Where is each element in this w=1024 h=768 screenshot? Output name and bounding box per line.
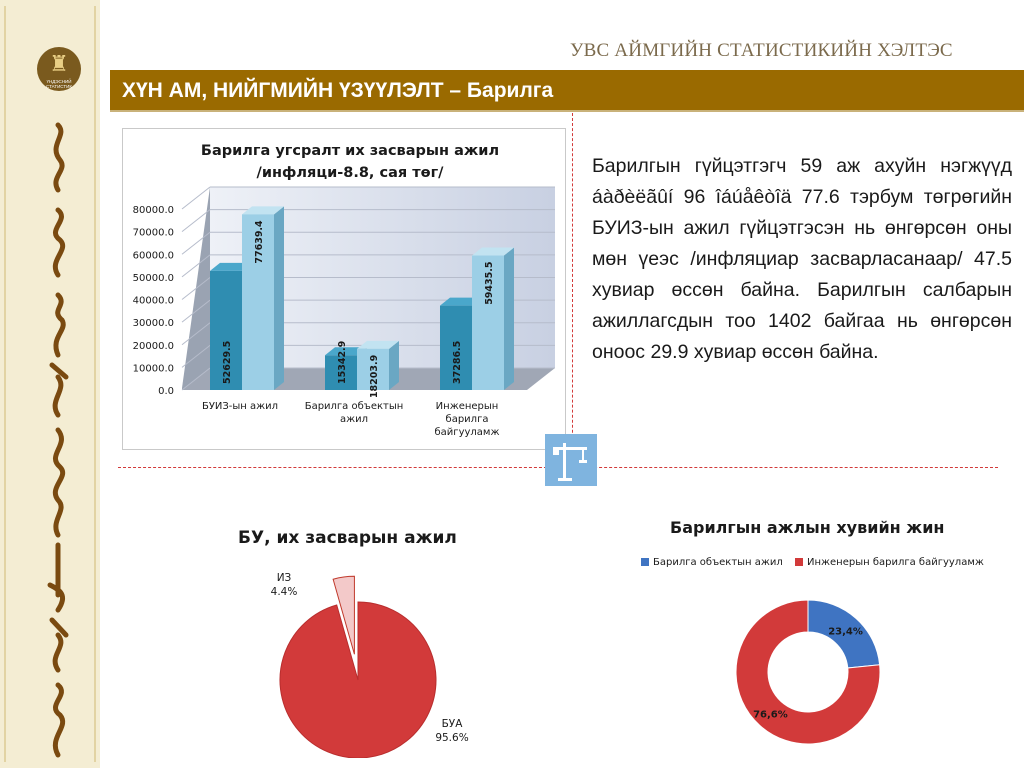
bar-value-label: 15342.9 [337,341,348,384]
bar-top [210,262,252,271]
gridline-side [181,277,211,300]
bar-side [389,340,399,390]
pie-slice [279,601,437,758]
y-tick-label: 0.0 [158,386,174,397]
pie1-label-iz: ИЗ 4.4% [262,571,306,599]
doughnut-chart: 23,4% 76,6% [735,599,881,745]
pie2-legend-item-2: Инженерын барилга байгууламж [795,557,984,568]
mongolian-script-decoration [47,122,69,758]
bar-top [242,206,284,215]
bar-value-label: 37286.5 [452,341,463,384]
x-tick-label: БУИЗ-ын ажил [202,401,278,412]
doughnut-value-label: 23,4% [828,626,863,637]
bar [357,348,389,390]
sidebar-border [4,6,96,762]
pie-chart-1 [279,575,437,758]
bar-value-label: 52629.5 [222,341,233,384]
bar-top [440,297,482,306]
gridline-side [181,254,211,278]
pie2-legend-label-2: Инженерын барилга байгууламж [807,557,984,568]
pie2-legend-item-1: Барилга объектын ажил [641,557,783,568]
bar-chart-title: Барилга угсралт их засварын ажил /инфляц… [160,140,540,184]
y-tick-label: 20000.0 [133,341,174,352]
bar [210,270,242,390]
pie1-title: БУ, их засварын ажил [238,528,457,548]
y-tick-label: 50000.0 [133,273,174,284]
decorative-sidebar: ♜ ҮНДЭСНИЙ СТАТИСТИК [0,0,100,768]
crane-icon [545,434,597,486]
bar-side [504,247,514,390]
pie2-legend-label-1: Барилга объектын ажил [653,557,783,568]
bar-value-label: 18203.9 [369,355,380,398]
bar-chart-title-line1: Барилга угсралт их засварын ажил [200,143,500,159]
bar-value-label: 59435.5 [484,262,495,305]
org-title: УВС АЙМГИЙН СТАТИСТИКИЙН ХЭЛТЭС [570,40,953,61]
gridline-side [181,209,211,233]
y-tick-label: 60000.0 [133,250,174,261]
y-tick-label: 10000.0 [133,363,174,374]
bar-side [274,206,284,390]
crane-icon-graphic [553,443,587,481]
vertical-divider [572,113,573,468]
bar-chart: 0.0 10000.0 20000.0 30000.0 40000.0 50000.0 60… [133,186,555,438]
gridline-side [181,299,211,323]
bar [325,355,357,390]
emblem-glyph: ♜ [49,51,69,76]
gridline-side [181,231,211,255]
gridline-side [181,322,211,346]
x-tick-label: Барилга объектын ажил [305,401,404,425]
title-bar: ХҮН АМ, НИЙГМИЙН ҮЗҮҮЛЭЛТ – Барилга [110,70,1024,112]
bar [242,214,274,390]
pie1-label-iz-value: 4.4% [270,586,298,598]
pie1-label-bua: БУА 95.6% [428,717,476,745]
pie1-label-bua-value: 95.6% [435,732,469,744]
bar-chart-title-line2: /инфляци-8.8, сая төг/ [256,165,444,181]
emblem-text: ҮНДЭСНИЙ СТАТИСТИК [45,79,73,89]
bar-top [472,247,514,256]
y-tick-label: 80000.0 [133,205,174,216]
legend-swatch-blue [641,558,649,566]
bar-top [325,347,367,356]
pie1-label-bua-name: БУА [441,718,463,730]
bar-top [357,340,399,349]
gridline-side [181,367,211,391]
pie2-title: Барилгын ажлын хувийн жин [670,518,945,537]
doughnut-slice [735,599,881,745]
pie-slice [332,575,355,655]
y-tick-label: 70000.0 [133,228,174,239]
emblem-icon: ♜ ҮНДЭСНИЙ СТАТИСТИК [37,47,81,91]
x-tick-label: Инженерын барилга байгууламж [435,401,500,438]
summary-paragraph: Барилгын гүйцэтгэгч 59 аж ахуйн нэгжүүд … [592,155,1012,363]
bar [440,305,472,390]
page-title: ХҮН АМ, НИЙГМИЙН ҮЗҮҮЛЭЛТ – Барилга [122,79,554,102]
gridline-side [181,344,211,368]
gridline-side [181,186,211,210]
bar-value-label: 77639.4 [254,220,265,264]
pie1-label-iz-name: ИЗ [276,572,292,584]
doughnut-value-label: 76,6% [753,710,788,721]
bar [472,255,504,390]
legend-swatch-red [795,558,803,566]
y-tick-label: 40000.0 [133,296,174,307]
y-tick-label: 30000.0 [133,318,174,329]
